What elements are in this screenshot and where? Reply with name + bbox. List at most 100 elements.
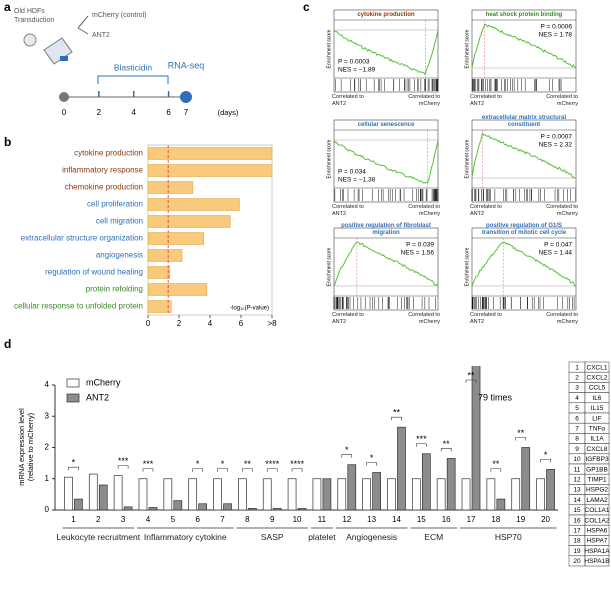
es-curve [333, 241, 439, 287]
sig-stars: * [370, 453, 374, 463]
transduction-label: Transduction [14, 17, 54, 24]
sig-bracket [490, 468, 502, 472]
row-number: 1 [575, 364, 579, 371]
legend-swatch [66, 378, 80, 388]
group-label: Leukocyte recruitment [56, 532, 141, 542]
row-number: 20 [573, 558, 581, 565]
sig-stars: * [72, 458, 76, 468]
day-label: 6 [166, 108, 171, 117]
category-label: cytokine production [74, 149, 143, 158]
sig-bracket [291, 468, 303, 472]
p-value: P = 0.0007 [540, 134, 572, 141]
x-tick-label: 18 [491, 515, 500, 524]
y-axis-label: (relative to mCherry) [26, 412, 35, 481]
x-tick-label: 8 [245, 515, 250, 524]
bar [74, 498, 83, 511]
sig-stars: * [221, 459, 225, 469]
row-number: 6 [575, 415, 579, 422]
treatment-bracket [97, 75, 169, 84]
y-tick-label: 0 [45, 505, 50, 514]
bar [421, 453, 431, 511]
row-number: 14 [573, 497, 581, 504]
plot-title: heat shock protein binding [485, 12, 563, 18]
bar [213, 478, 222, 511]
construct: ANT2 [92, 32, 110, 39]
y-axis-label: Enrichment score [464, 139, 470, 178]
sig-stars: **** [265, 459, 280, 469]
bar [521, 447, 531, 511]
flask-cap [60, 56, 68, 61]
y-axis-label: Enrichment score [326, 139, 332, 178]
group-label: platelet [308, 532, 336, 542]
gene-name: IL15 [591, 405, 604, 412]
x-tick-label: 6 [195, 515, 200, 524]
x-tick-label: 13 [367, 515, 376, 524]
bar [248, 508, 257, 511]
day-marker [180, 91, 192, 103]
arrow [77, 15, 89, 35]
x-tick-label: 14 [392, 515, 401, 524]
bar [411, 478, 421, 511]
sig-stars: *** [143, 459, 154, 469]
bar [113, 475, 123, 511]
table-cell [584, 555, 610, 567]
flask-icon [43, 37, 73, 65]
bar [223, 503, 232, 511]
x-tick-label: 1 [71, 515, 76, 524]
sig-stars: **** [290, 459, 305, 469]
bar [147, 164, 273, 177]
nes: NES = −1.89 [338, 67, 376, 74]
day-label: 2 [97, 108, 102, 117]
sig-stars: ** [244, 459, 252, 469]
plot-title: positive regulation of fibroblast migrat… [341, 223, 431, 236]
x-axis-label: -log₁₀(P-value) [230, 306, 269, 312]
plot-frame [471, 119, 577, 203]
es-curve [471, 241, 577, 287]
sig-bracket [440, 448, 452, 452]
sig-bracket [242, 468, 253, 472]
x-right-label: Correlated to mCherry [546, 94, 578, 107]
x-right-label: Correlated to mCherry [546, 204, 578, 217]
bar [511, 478, 521, 511]
bar [98, 484, 108, 511]
y-axis-label: mRNA expression level [17, 408, 26, 486]
x-tick-label: 16 [442, 515, 451, 524]
bar [546, 469, 555, 511]
construct: mCherry (control) [92, 12, 146, 19]
bar [238, 478, 247, 511]
plot-frame [333, 227, 439, 311]
plot-title: cytokine production [357, 12, 415, 18]
category-label: chemokine production [65, 183, 143, 192]
sig-bracket [117, 465, 129, 469]
row-number: 5 [575, 405, 579, 412]
gene-name: HSPA1B [584, 558, 609, 565]
p-value: P = 0.0003 [338, 59, 370, 66]
x-tick-label: 19 [516, 515, 525, 524]
x-tick-label: 2 [96, 515, 101, 524]
es-curve [471, 132, 576, 179]
category-label: cell proliferation [87, 200, 143, 209]
gene-name: IGFBP3 [585, 456, 609, 463]
x-tick-label: 3 [121, 515, 126, 524]
bar [362, 478, 371, 511]
gene-name: IL1A [590, 436, 604, 443]
bar [536, 478, 545, 511]
bar [297, 508, 307, 511]
gene-name: TIMP1 [587, 477, 607, 484]
gene-name: LAMA2 [586, 497, 608, 504]
sig-stars: *** [118, 456, 129, 466]
treatment-label: Blasticidin [114, 62, 153, 72]
row-number: 3 [575, 385, 579, 392]
category-label: regulation of wound healing [45, 268, 143, 277]
p-value: P = 0.039 [406, 242, 434, 249]
x-tick-label: 0 [146, 319, 151, 328]
row-number: 15 [573, 507, 581, 514]
x-left-label: Correlated to ANT2 [332, 204, 364, 217]
plot-title: extracellular matrix structural constitu… [481, 115, 567, 128]
gene-name: HSPA6 [587, 528, 608, 535]
sig-stars: ** [393, 408, 401, 418]
x-right-label: Correlated to mCherry [408, 204, 440, 217]
bars-clip [64, 366, 555, 511]
category-label: cellular response to unfolded protein [14, 302, 143, 311]
nes: NES = 1.56 [401, 250, 435, 257]
